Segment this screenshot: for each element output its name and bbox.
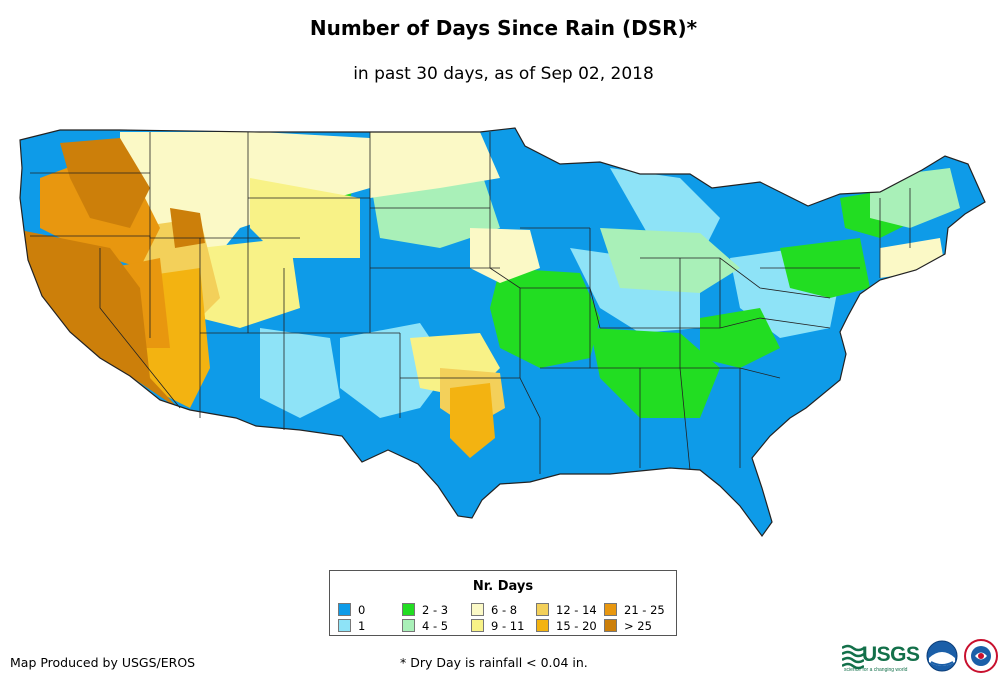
us-outline	[19, 127, 986, 538]
legend-item: > 25	[604, 619, 652, 633]
legend-swatch	[338, 619, 351, 632]
legend-item: 21 - 25	[604, 603, 665, 617]
producer-credit: Map Produced by USGS/EROS	[10, 655, 196, 670]
legend-item: 12 - 14	[536, 603, 597, 617]
legend-item: 4 - 5	[402, 619, 448, 633]
legend: Nr. Days 0 1 2 - 3 4 - 5 6 - 8 9 - 11 12…	[329, 570, 677, 636]
legend-label: 2 - 3	[422, 603, 449, 617]
agency-logos: USGS science for a changing world	[842, 638, 1002, 678]
legend-swatch	[536, 619, 549, 632]
legend-item: 15 - 20	[536, 619, 597, 633]
legend-item: 1	[338, 619, 365, 633]
legend-swatch	[402, 603, 415, 616]
legend-swatch	[471, 619, 484, 632]
legend-label: 6 - 8	[491, 603, 518, 617]
us-dsr-map	[0, 118, 1007, 548]
legend-swatch	[402, 619, 415, 632]
nws-logo-icon	[964, 639, 998, 673]
legend-swatch	[604, 603, 617, 616]
legend-label: 21 - 25	[624, 603, 665, 617]
legend-swatch	[471, 603, 484, 616]
legend-label: 4 - 5	[422, 619, 449, 633]
legend-label: 15 - 20	[556, 619, 597, 633]
state-boundaries	[30, 132, 911, 474]
legend-item: 0	[338, 603, 365, 617]
legend-swatch	[338, 603, 351, 616]
legend-label: > 25	[624, 619, 652, 633]
noaa-logo-icon	[926, 640, 958, 672]
legend-swatch	[604, 619, 617, 632]
usgs-logo: USGS	[862, 643, 920, 666]
legend-label: 1	[358, 619, 366, 633]
legend-label: 12 - 14	[556, 603, 597, 617]
dry-day-note: * Dry Day is rainfall < 0.04 in.	[400, 655, 588, 670]
legend-label: 9 - 11	[491, 619, 525, 633]
legend-item: 2 - 3	[402, 603, 448, 617]
legend-item: 6 - 8	[471, 603, 517, 617]
map-subtitle: in past 30 days, as of Sep 02, 2018	[353, 64, 654, 84]
usgs-tagline: science for a changing world	[844, 667, 908, 673]
legend-label: 0	[358, 603, 366, 617]
legend-swatch	[536, 603, 549, 616]
usgs-wave-icon	[842, 644, 864, 670]
legend-item: 9 - 11	[471, 619, 524, 633]
legend-title: Nr. Days	[472, 579, 534, 594]
map-title: Number of Days Since Rain (DSR)*	[309, 16, 698, 40]
